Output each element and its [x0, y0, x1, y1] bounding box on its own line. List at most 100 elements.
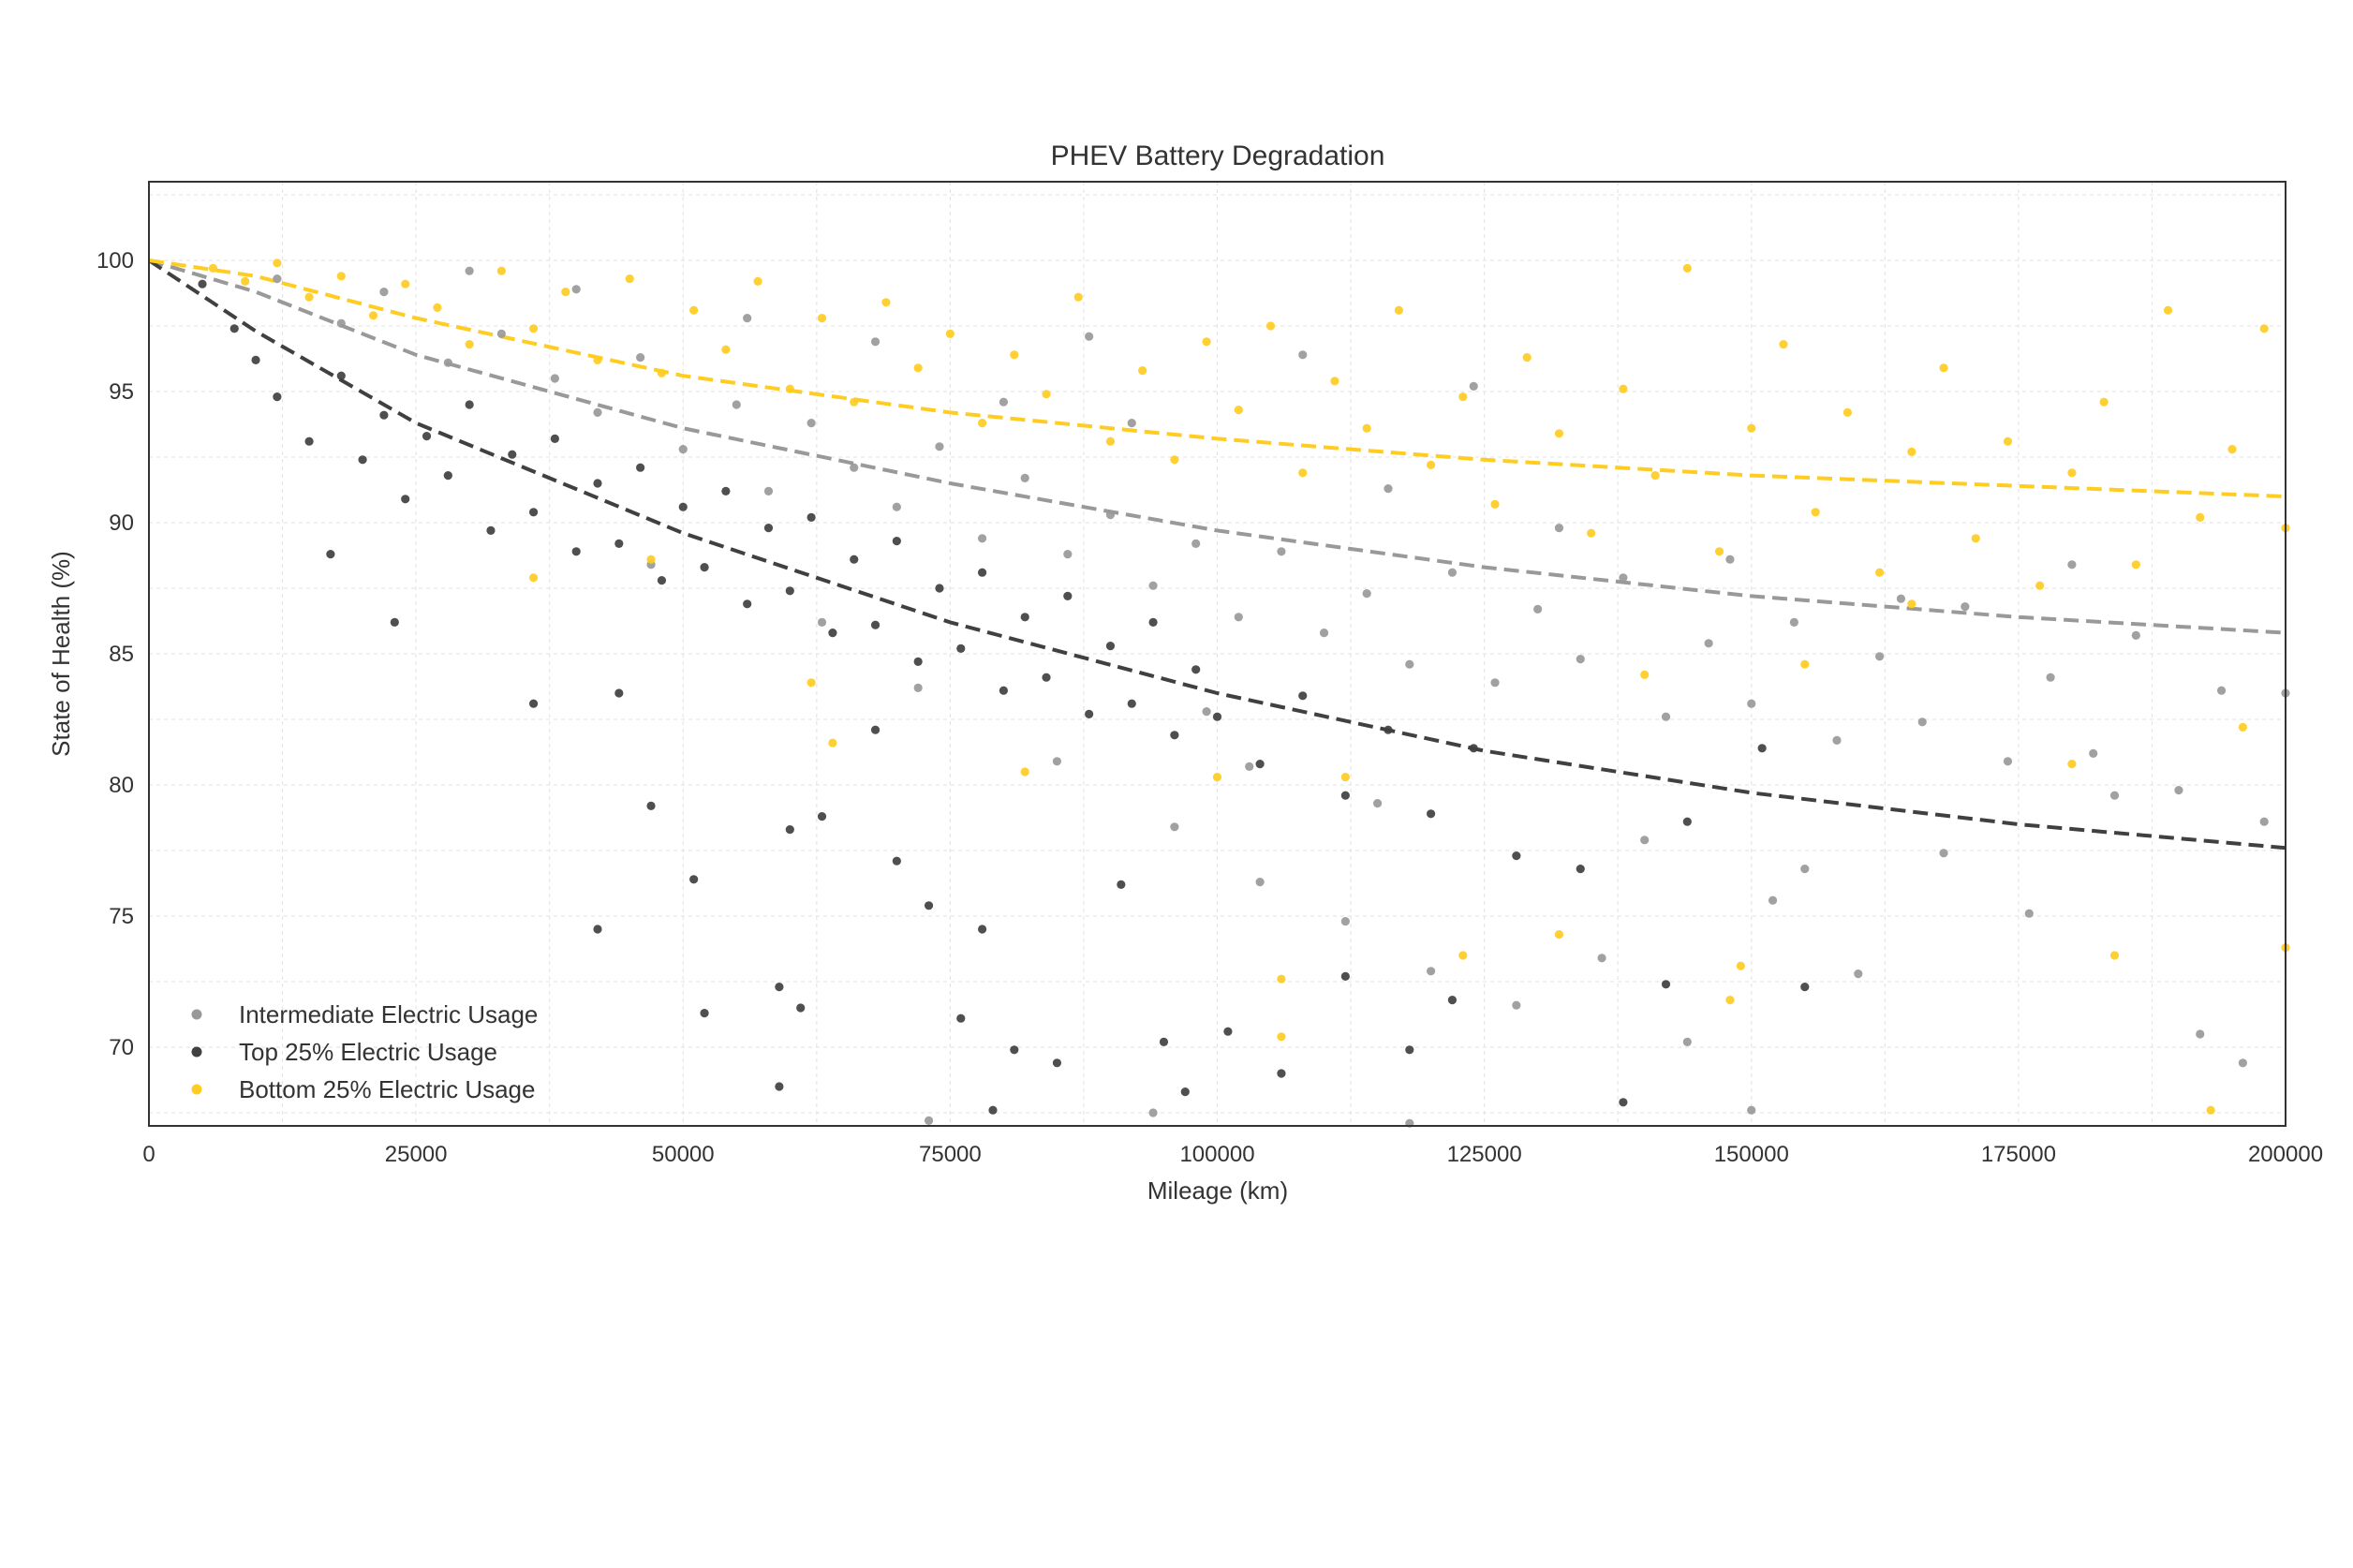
- data-point: [1020, 613, 1029, 622]
- x-axis-label: Mileage (km): [1147, 1176, 1288, 1205]
- data-point: [1661, 712, 1671, 721]
- data-point: [1372, 799, 1383, 808]
- data-point: [988, 1105, 998, 1115]
- data-point: [1800, 659, 1810, 669]
- data-point: [636, 353, 645, 362]
- data-point: [977, 925, 987, 934]
- data-point: [828, 629, 837, 638]
- y-tick-label: 80: [109, 773, 134, 798]
- data-point: [2131, 560, 2140, 570]
- data-point: [1073, 292, 1083, 302]
- data-point: [1255, 760, 1265, 769]
- data-point: [625, 274, 634, 284]
- data-point: [2099, 397, 2109, 407]
- data-point: [1704, 639, 1713, 648]
- y-axis-ticks: 70 75 80 85 90 95 100: [96, 248, 134, 1060]
- scatter-points: [198, 259, 2290, 1128]
- data-point: [1384, 484, 1393, 494]
- data-point: [775, 983, 784, 992]
- legend-marker: [191, 1009, 202, 1020]
- data-point: [1085, 709, 1094, 719]
- data-point: [1063, 591, 1073, 601]
- data-point: [945, 329, 955, 338]
- data-point: [1875, 568, 1885, 577]
- data-point: [614, 539, 624, 549]
- data-point: [913, 683, 923, 693]
- data-point: [2206, 1105, 2215, 1115]
- data-point: [368, 311, 378, 320]
- data-point: [1170, 822, 1179, 832]
- data-point: [1597, 954, 1606, 963]
- data-point: [1394, 305, 1403, 315]
- data-point: [775, 1082, 784, 1091]
- data-point: [999, 686, 1008, 695]
- data-point: [304, 436, 314, 446]
- data-point: [528, 573, 539, 583]
- data-point: [2089, 748, 2098, 759]
- data-point: [2216, 686, 2227, 695]
- data-point: [1148, 617, 1158, 628]
- data-point: [273, 259, 282, 268]
- data-point: [1148, 581, 1158, 590]
- data-point: [1405, 1045, 1414, 1055]
- data-point: [1811, 508, 1820, 517]
- data-point: [2046, 673, 2055, 682]
- data-point: [657, 576, 667, 585]
- data-point: [1277, 547, 1286, 556]
- data-point: [496, 266, 506, 275]
- data-point: [1682, 1037, 1692, 1046]
- data-point: [1105, 642, 1116, 651]
- data-point: [1490, 499, 1500, 510]
- data-point: [465, 400, 474, 409]
- data-point: [1191, 539, 1201, 549]
- data-point: [678, 502, 688, 511]
- data-point: [956, 1013, 966, 1023]
- data-point: [208, 263, 218, 273]
- data-point: [528, 508, 539, 517]
- data-point: [689, 875, 699, 884]
- data-point: [1832, 735, 1842, 746]
- data-point: [1427, 460, 1436, 469]
- y-tick-label: 75: [109, 904, 134, 929]
- data-point: [977, 568, 987, 577]
- data-point: [273, 274, 282, 284]
- legend-label: Bottom 25% Electric Usage: [239, 1075, 535, 1103]
- data-point: [1522, 353, 1532, 362]
- legend: Intermediate Electric Usage Top 25% Elect…: [191, 1000, 538, 1103]
- data-point: [1736, 961, 1745, 970]
- data-point: [1747, 423, 1756, 433]
- data-point: [251, 355, 260, 364]
- x-tick-label: 25000: [385, 1142, 448, 1167]
- data-point: [390, 617, 399, 628]
- data-point: [807, 512, 816, 523]
- data-point: [1682, 263, 1692, 273]
- data-point: [1469, 381, 1478, 391]
- data-point: [1085, 332, 1094, 341]
- y-tick-label: 95: [109, 379, 134, 405]
- data-point: [336, 318, 346, 328]
- data-point: [561, 288, 570, 297]
- data-point: [1554, 930, 1564, 939]
- data-point: [753, 276, 762, 286]
- y-tick-label: 100: [96, 248, 134, 274]
- data-point: [892, 502, 901, 511]
- data-point: [1640, 836, 1650, 845]
- data-point: [1650, 471, 1660, 481]
- data-point: [657, 368, 667, 377]
- data-point: [2109, 791, 2120, 800]
- data-point: [1971, 534, 1980, 543]
- data-point: [1063, 550, 1073, 559]
- data-point: [999, 397, 1008, 407]
- x-tick-label: 125000: [1447, 1142, 1522, 1167]
- data-point: [935, 584, 944, 593]
- data-point: [1330, 377, 1339, 386]
- data-point: [1180, 1087, 1190, 1097]
- data-point: [1052, 1058, 1062, 1068]
- data-point: [817, 617, 827, 628]
- data-point: [593, 407, 602, 417]
- data-point: [1512, 851, 1521, 861]
- data-point: [1875, 652, 1885, 661]
- data-point: [2196, 512, 2205, 523]
- data-point: [1234, 613, 1243, 622]
